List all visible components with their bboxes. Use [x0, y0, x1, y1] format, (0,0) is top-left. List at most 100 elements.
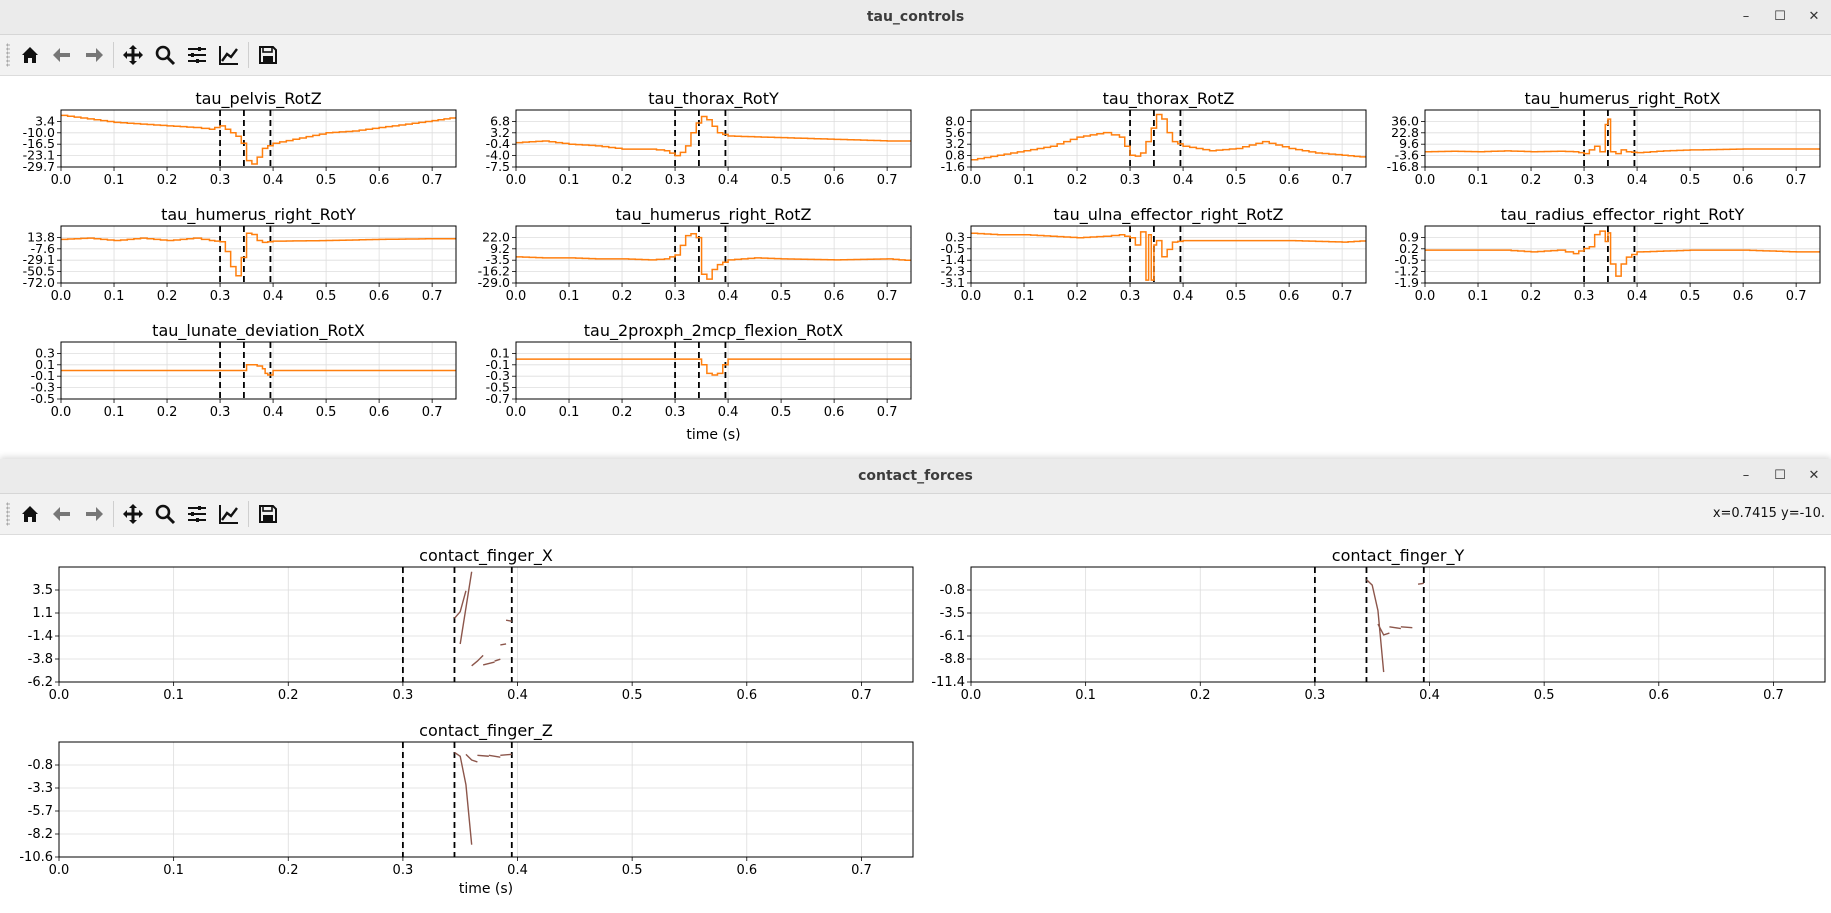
y-tick-label: -0.7 — [486, 391, 510, 406]
y-tick-label: -0.1 — [486, 357, 510, 372]
tau-plots-canvas[interactable]: 0.0 0.1 0.2 0.3 0.4 0.5 0.6 0.7 3.4-10.0-16.5-23… — [0, 76, 1831, 456]
x-tick-label: 0.3 — [1305, 688, 1326, 703]
forward-button[interactable] — [78, 498, 110, 530]
subplot-title: tau_thorax_RotZ — [1103, 89, 1235, 109]
x-tick-label: 0.3 — [393, 688, 414, 703]
forward-button[interactable] — [78, 39, 110, 71]
plot-area — [61, 110, 456, 167]
maximize-button[interactable]: ☐ — [1774, 468, 1786, 483]
x-tick-label: 0.4 — [1627, 289, 1648, 304]
subplots-button[interactable] — [181, 39, 213, 71]
subplots-button[interactable] — [181, 498, 213, 530]
y-tick-label: 1.1 — [32, 606, 53, 621]
x-tick-label: 0.4 — [718, 289, 739, 304]
y-tick-label: -0.5 — [1395, 252, 1419, 267]
x-tick-label: 0.0 — [1415, 173, 1436, 188]
y-tick-label: -10.0 — [23, 125, 55, 140]
axes-frame — [515, 225, 912, 284]
y-tick-label: -3.6 — [1395, 148, 1419, 163]
subplot-title: tau_humerus_right_RotZ — [616, 205, 812, 225]
minimize-button[interactable]: – — [1742, 468, 1750, 483]
x-tick-label: 0.5 — [622, 688, 643, 703]
cursor-coordinates: x=0.7415 y=-10. — [1712, 506, 1825, 521]
x-tick-label: 0.7 — [1763, 688, 1784, 703]
y-tick-label: -1.2 — [1395, 264, 1419, 279]
x-tick-label: 0.2 — [157, 289, 178, 304]
x-tick-label: 0.3 — [210, 173, 231, 188]
y-tick-label: -11.4 — [931, 675, 965, 690]
pan-button[interactable] — [117, 498, 149, 530]
x-tick-label: 0.1 — [104, 289, 125, 304]
x-tick-label: 0.1 — [163, 688, 184, 703]
axes-frame — [60, 109, 457, 168]
x-tick-label: 0.5 — [771, 289, 792, 304]
edit-axes-button[interactable] — [213, 39, 245, 71]
y-tick-label: -29.7 — [23, 159, 55, 174]
x-tick-label: 0.0 — [49, 688, 70, 703]
subplot-title: tau_lunate_deviation_RotX — [152, 321, 365, 341]
y-tick-label: -0.3 — [486, 368, 510, 383]
x-tick-label: 0.7 — [422, 405, 443, 420]
contact-plots-canvas[interactable]: 0.0 0.1 0.2 0.3 0.4 0.5 0.6 0.7 3.5 1.1 -1.4 -3.8 -6… — [0, 535, 1831, 913]
subplots-icon — [188, 506, 206, 522]
axes-frame — [970, 109, 1367, 168]
subplot-tau-2proxph-2mcp-flexion-RotX: 0.0 0.1 0.2 0.3 0.4 0.5 0.6 0.70.1-0.1-0.3-0.5-… — [486, 321, 912, 420]
plot-area — [516, 110, 911, 167]
save-button[interactable] — [252, 498, 284, 530]
x-tick-label: 0.6 — [1279, 289, 1300, 304]
title-bar[interactable]: tau_controls – ☐ ✕ — [0, 0, 1831, 35]
x-tick-label: 0.3 — [1574, 289, 1595, 304]
close-button[interactable]: ✕ — [1808, 468, 1820, 483]
axes-frame — [1424, 109, 1821, 168]
series-segment — [459, 571, 473, 645]
plot-area — [971, 567, 1825, 682]
x-tick-label: 0.0 — [961, 173, 982, 188]
axes-frame — [1424, 225, 1821, 284]
y-tick-label: 8.0 — [945, 113, 965, 128]
x-tick-label: 0.3 — [393, 863, 414, 878]
save-button[interactable] — [252, 39, 284, 71]
back-arrow-icon — [53, 48, 70, 62]
x-tick-label: 0.2 — [612, 173, 633, 188]
series-segment — [453, 590, 467, 619]
subplot-tau-thorax-RotY: 0.0 0.1 0.2 0.3 0.4 0.5 0.6 0.7 6.83.2-0.4-4.0-7… — [486, 89, 912, 188]
series-segment — [1389, 626, 1401, 630]
x-tick-label: 0.2 — [1067, 289, 1088, 304]
series-segment — [471, 654, 484, 667]
series-line — [1425, 118, 1820, 155]
x-tick-label: 0.7 — [422, 173, 443, 188]
zoom-icon — [155, 45, 176, 66]
forward-arrow-icon — [86, 507, 103, 521]
maximize-button[interactable]: ☐ — [1774, 9, 1786, 24]
minimize-button[interactable]: – — [1742, 9, 1750, 24]
zoom-button[interactable] — [149, 498, 181, 530]
home-button[interactable] — [14, 39, 46, 71]
x-tick-label: 0.6 — [736, 688, 757, 703]
toolbar-grip[interactable] — [6, 502, 10, 526]
x-tick-label: 0.0 — [51, 289, 72, 304]
pan-button[interactable] — [117, 39, 149, 71]
toolbar-grip[interactable] — [6, 43, 10, 67]
plot-area — [516, 226, 911, 283]
plot-area — [1425, 110, 1820, 167]
x-tick-label: 0.5 — [316, 289, 337, 304]
back-button[interactable] — [46, 39, 78, 71]
y-tick-label: -3.3 — [28, 781, 53, 796]
subplot-tau-lunate-deviation-RotX: 0.0 0.1 0.2 0.3 0.4 0.5 0.6 0.70.30.1-0.1-0.3-0… — [31, 321, 457, 420]
plot-area — [1425, 226, 1820, 283]
home-button[interactable] — [14, 498, 46, 530]
zoom-button[interactable] — [149, 39, 181, 71]
x-tick-label: 0.4 — [718, 405, 739, 420]
title-bar[interactable]: contact_forces – ☐ ✕ — [0, 459, 1831, 494]
back-button[interactable] — [46, 498, 78, 530]
y-tick-label: -2.3 — [941, 264, 965, 279]
series-segment — [1417, 582, 1424, 585]
subplot-tau-ulna-effector-right-RotZ: 0.0 0.1 0.2 0.3 0.4 0.5 0.6 0.70.3-0.5-1.4-2.3-… — [941, 205, 1367, 304]
y-tick-label: -4.0 — [486, 148, 510, 163]
x-tick-label: 0.1 — [1468, 289, 1489, 304]
x-tick-label: 0.0 — [51, 405, 72, 420]
y-tick-label: -10.6 — [19, 850, 53, 865]
series-segment — [505, 619, 512, 622]
close-button[interactable]: ✕ — [1808, 9, 1820, 24]
edit-axes-button[interactable] — [213, 498, 245, 530]
